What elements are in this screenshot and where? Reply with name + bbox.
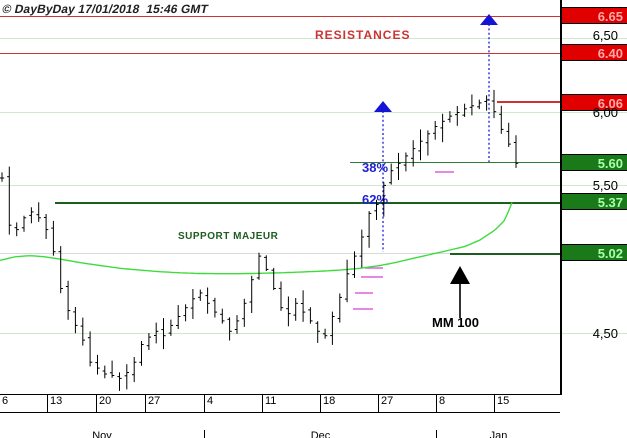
- svg-text:38%: 38%: [362, 160, 388, 175]
- svg-text:62%: 62%: [362, 192, 388, 207]
